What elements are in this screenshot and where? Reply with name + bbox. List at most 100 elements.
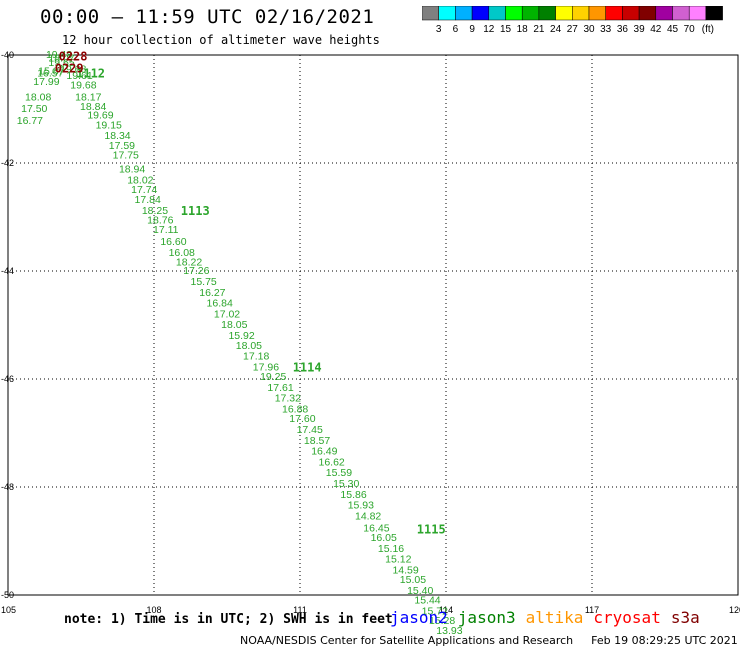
wave-height-label: 15.92 — [228, 330, 254, 342]
wave-height-label: 17.26 — [183, 265, 209, 277]
color-swatch — [705, 6, 723, 21]
wave-height-label: 15.16 — [378, 543, 404, 555]
wave-height-label: 15.93 — [348, 500, 374, 512]
wave-height-label: 17.75 — [113, 150, 139, 162]
wave-height-label: 19.68 — [70, 79, 96, 91]
wave-height-label: 18.34 — [104, 130, 130, 142]
wave-height-label: 17.84 — [135, 194, 161, 206]
color-scale-label: 18 — [517, 24, 529, 35]
x-tick-label: 117 — [585, 605, 599, 615]
x-tick-label: 108 — [146, 605, 161, 615]
x-tick-label: 105 — [1, 605, 16, 615]
color-scale-legend: 3 6 9 12 15 18 21 24 27 30 33 36 39 42 45 70 (ft) — [422, 6, 723, 35]
footer: NOAA/NESDIS Center for Satellite Applica… — [240, 634, 738, 647]
wave-height-label: 15.44 — [414, 595, 440, 607]
color-scale-label: 3 — [436, 24, 442, 35]
wave-height-label: 18.05 — [221, 319, 247, 331]
wave-height-label: 17.60 — [289, 413, 315, 425]
wave-height-label: 14.59 — [392, 564, 418, 576]
color-scale-label: 15 — [500, 24, 512, 35]
wave-height-label: 18.76 — [147, 214, 173, 226]
wave-height-label: 15.59 — [326, 467, 352, 479]
y-tick-label: -50 — [1, 590, 14, 600]
satellite-legend-item: jason3 — [457, 608, 516, 627]
footer-credit: NOAA/NESDIS Center for Satellite Applica… — [240, 634, 574, 647]
y-tick-label: -42 — [1, 158, 14, 168]
wave-height-label: 18.17 — [75, 91, 101, 103]
wave-height-label: 17.02 — [214, 308, 240, 320]
wave-height-label: 18.02 — [127, 175, 153, 187]
wave-height-label: 17.96 — [253, 361, 279, 373]
wave-height-label: 19.48 — [46, 49, 72, 61]
wave-height-label: 16.60 — [160, 236, 186, 248]
wave-height-label: 16.45 — [363, 522, 389, 534]
wave-height-label: 18.22 — [176, 257, 202, 269]
wave-height-label: 16.88 — [282, 403, 308, 415]
x-tick-label: 111 — [293, 605, 307, 615]
plot-frame — [7, 54, 739, 596]
wave-height-label: 17.59 — [109, 140, 135, 152]
color-scale-label: 36 — [617, 24, 629, 35]
color-scale-label: 12 — [483, 24, 495, 35]
wave-height-label: 19.25 — [260, 371, 286, 383]
color-scale-unit: (ft) — [702, 24, 714, 35]
color-scale-label: 24 — [550, 24, 562, 35]
wave-height-label: 16.57 — [37, 68, 63, 80]
time-label: 0229 — [55, 61, 84, 75]
satellite-legend-item: cryosat — [593, 608, 661, 627]
satellite-legend-item: jason2 — [390, 608, 448, 627]
color-scale-label: 6 — [453, 24, 459, 35]
wave-height-label: 18.08 — [25, 91, 51, 103]
color-scale-label: 42 — [650, 24, 662, 35]
time-label: 1112 — [76, 67, 105, 81]
wave-height-label: 17.74 — [131, 184, 157, 196]
wave-height-label: 17.32 — [275, 393, 301, 405]
wave-height-label: 18.07 — [48, 52, 74, 64]
wave-height-label: 13.93 — [436, 625, 462, 637]
wave-height-label: 18.94 — [119, 164, 145, 176]
chart-note: note: 1) Time is in UTC; 2) SWH is in fe… — [64, 612, 393, 627]
time-label: 1114 — [293, 360, 322, 374]
time-label: 1115 — [417, 522, 446, 536]
wave-height-label: 15.75 — [191, 276, 217, 288]
wave-height-label: 16.84 — [207, 298, 233, 310]
wave-height-label: 14.82 — [355, 510, 381, 522]
satellite-legend: jason2 jason3 altika cryosat s3a — [390, 608, 710, 627]
time-label: 0228 — [59, 49, 88, 63]
wave-height-label: 15.12 — [385, 554, 411, 566]
wave-height-label: 19.61 — [66, 70, 92, 82]
color-scale-label: 45 — [667, 24, 679, 35]
wave-height-label: 17.11 — [153, 224, 179, 236]
wave-height-label: 18.25 — [142, 205, 168, 217]
footer-timestamp: Feb 19 08:29:25 UTC 2021 — [591, 634, 738, 647]
y-tick-label: -44 — [1, 266, 14, 276]
wave-height-label: 16.49 — [311, 446, 337, 458]
wave-height-label: 18.05 — [236, 340, 262, 352]
wave-height-label: 19.65 — [48, 57, 74, 69]
wave-height-label: 16.77 — [17, 115, 43, 127]
wave-height-label: 15.05 — [400, 574, 426, 586]
wave-height-label: 17.99 — [33, 76, 59, 88]
color-scale-label: 9 — [469, 24, 475, 35]
wave-height-label: 16.08 — [169, 247, 195, 259]
wave-height-label: 17.18 — [243, 351, 269, 363]
wave-height-label: 19.15 — [96, 119, 122, 131]
y-tick-label: -48 — [1, 482, 14, 492]
wave-height-label: 17.50 — [21, 103, 47, 115]
page-title: 00:00 – 11:59 UTC 02/16/2021 — [40, 6, 375, 28]
wave-height-label: 16.27 — [199, 287, 225, 299]
color-scale-label: 30 — [583, 24, 595, 35]
satellite-legend-item: s3a — [670, 608, 700, 627]
wave-height-label: 18.57 — [304, 435, 330, 447]
wave-height-label: 19.69 — [87, 110, 113, 122]
color-scale-label: 21 — [533, 24, 545, 35]
wave-height-label: 15.87 — [38, 65, 64, 77]
wave-height-label: 15.72 — [422, 605, 448, 617]
color-scale-label: 70 — [684, 24, 696, 35]
wave-height-label: 15.40 — [407, 585, 433, 597]
wave-height-label: 16.05 — [371, 532, 397, 544]
wave-height-label: 15.86 — [340, 489, 366, 501]
wave-height-label: 15.28 — [429, 615, 455, 627]
color-scale-label: 39 — [634, 24, 646, 35]
